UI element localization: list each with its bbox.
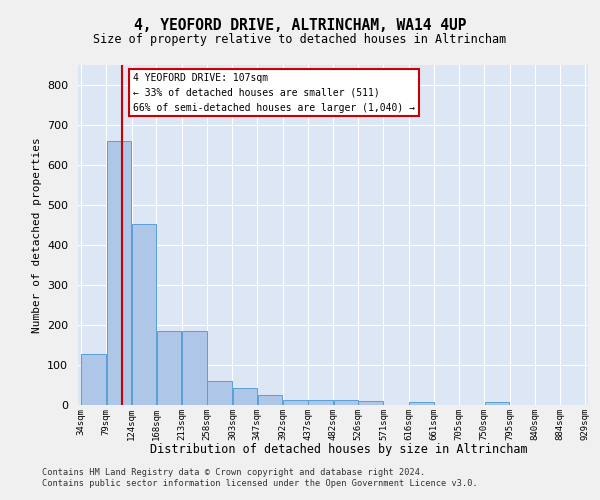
- Bar: [358, 402, 383, 405]
- Text: 4, YEOFORD DRIVE, ALTRINCHAM, WA14 4UP: 4, YEOFORD DRIVE, ALTRINCHAM, WA14 4UP: [134, 18, 466, 32]
- Bar: [81, 354, 106, 405]
- Bar: [233, 388, 257, 405]
- Bar: [157, 331, 181, 405]
- Bar: [308, 400, 333, 405]
- Text: Contains HM Land Registry data © Crown copyright and database right 2024.
Contai: Contains HM Land Registry data © Crown c…: [42, 468, 478, 487]
- Bar: [334, 400, 358, 405]
- Text: Distribution of detached houses by size in Altrincham: Distribution of detached houses by size …: [150, 442, 528, 456]
- Text: Size of property relative to detached houses in Altrincham: Size of property relative to detached ho…: [94, 32, 506, 46]
- Y-axis label: Number of detached properties: Number of detached properties: [32, 137, 41, 333]
- Bar: [283, 400, 308, 405]
- Bar: [208, 381, 232, 405]
- Bar: [257, 395, 282, 405]
- Text: 4 YEOFORD DRIVE: 107sqm
← 33% of detached houses are smaller (511)
66% of semi-d: 4 YEOFORD DRIVE: 107sqm ← 33% of detache…: [133, 73, 415, 112]
- Bar: [182, 331, 206, 405]
- Bar: [132, 224, 156, 405]
- Bar: [485, 402, 509, 405]
- Bar: [107, 141, 131, 405]
- Bar: [409, 402, 434, 405]
